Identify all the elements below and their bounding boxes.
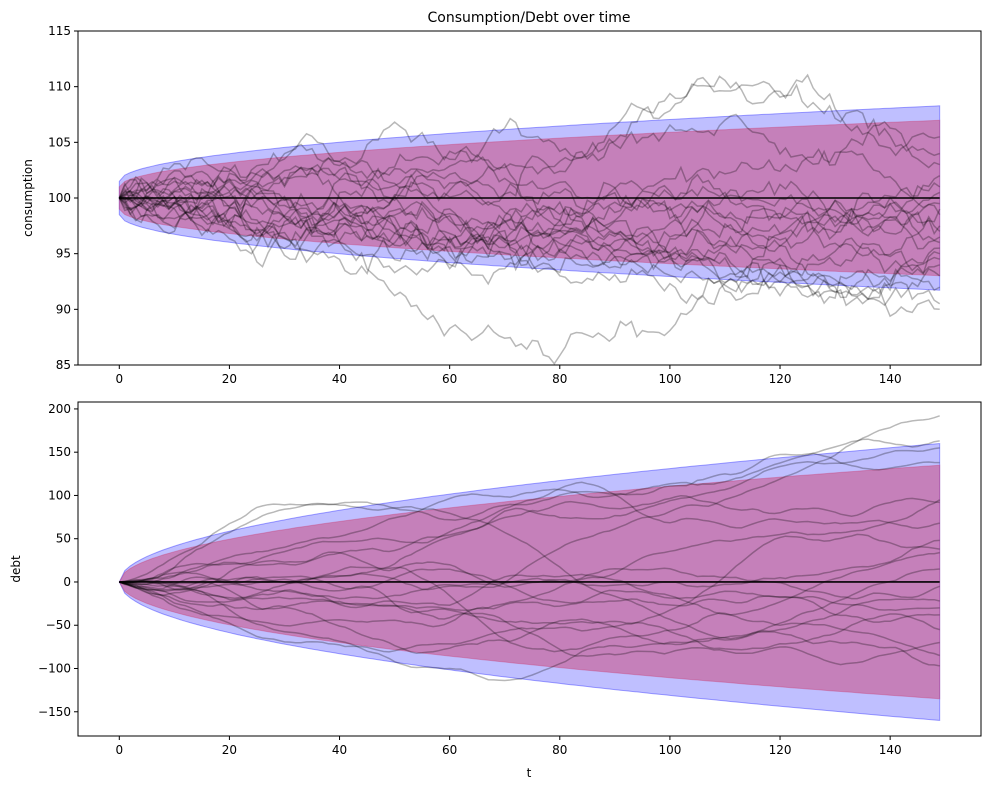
consumption-ticks: 0 20 40 60 80 100 120 140 85 90 95 100 105 110 115 xyxy=(48,24,902,386)
sample-path-16 xyxy=(118,187,940,275)
chart-title: Consumption/Debt over time xyxy=(428,10,631,26)
sample-path-16 xyxy=(119,581,940,666)
sample-path-3 xyxy=(119,452,940,583)
x-tick-label: 80 xyxy=(552,372,567,386)
sample-path-12 xyxy=(119,581,940,655)
sample-path-7 xyxy=(119,185,941,264)
sample-path-5 xyxy=(119,494,940,584)
sample-path-9 xyxy=(119,197,941,275)
y-tick-label: 90 xyxy=(56,302,71,316)
x-tick-label: 40 xyxy=(332,743,347,757)
sample-path-11 xyxy=(118,166,941,251)
sample-path-14 xyxy=(119,568,940,623)
y-tick-label: 100 xyxy=(48,488,71,502)
debt-y-axis-label: debt xyxy=(9,555,23,583)
y-tick-label: −100 xyxy=(38,662,71,676)
x-tick-label: 120 xyxy=(769,743,792,757)
sample-path-19 xyxy=(118,163,941,305)
x-tick-label: 140 xyxy=(879,743,902,757)
debt-panel: 0 20 40 60 80 100 120 140 −150 −100 −50 0 50 100 150 20… xyxy=(9,401,982,780)
sample-path-17 xyxy=(119,566,940,657)
y-tick-label: 110 xyxy=(48,80,71,94)
sample-path-12 xyxy=(119,192,940,284)
sample-path-18 xyxy=(118,197,941,365)
y-tick-label: 0 xyxy=(63,575,71,589)
y-tick-label: −50 xyxy=(46,618,71,632)
y-tick-label: 150 xyxy=(48,445,71,459)
consumption-y-axis-label: consumption xyxy=(21,159,35,237)
sample-path-4 xyxy=(118,181,941,272)
sample-path-13 xyxy=(118,189,940,291)
consumption-panel: 0 20 40 60 80 100 120 140 85 90 95 100 105 110 115 con… xyxy=(21,24,982,386)
x-tick-label: 100 xyxy=(658,743,681,757)
y-tick-label: 50 xyxy=(56,532,71,546)
y-tick-label: 200 xyxy=(48,402,71,416)
debt-ticks: 0 20 40 60 80 100 120 140 −150 −100 −50 0 50 100 150 20… xyxy=(38,402,902,757)
sample-path-8 xyxy=(119,194,941,280)
sample-path-5 xyxy=(119,121,941,226)
x-tick-label: 0 xyxy=(115,743,123,757)
x-tick-label: 80 xyxy=(552,743,567,757)
sample-path-11 xyxy=(119,551,940,600)
sample-path-18 xyxy=(119,579,940,682)
x-tick-label: 120 xyxy=(769,372,792,386)
x-tick-label: 20 xyxy=(222,743,237,757)
x-tick-label: 60 xyxy=(442,372,457,386)
sample-path-1 xyxy=(119,438,940,586)
sample-path-13 xyxy=(119,581,940,628)
sample-path-0 xyxy=(119,415,940,601)
sample-path-10 xyxy=(118,178,941,260)
x-tick-label: 60 xyxy=(442,743,457,757)
debt-plot-area xyxy=(118,415,941,721)
sample-path-0 xyxy=(118,73,940,199)
y-tick-label: 95 xyxy=(56,247,71,261)
sample-path-8 xyxy=(119,533,940,653)
sample-path-17 xyxy=(119,167,941,307)
debt-axes-frame xyxy=(77,401,982,737)
sample-path-9 xyxy=(119,551,940,616)
y-tick-label: 105 xyxy=(48,135,71,149)
sample-path-3 xyxy=(118,147,941,237)
sample-path-10 xyxy=(119,502,940,640)
x-tick-label: 20 xyxy=(222,372,237,386)
consumption-plot-area xyxy=(118,73,941,365)
y-tick-label: 115 xyxy=(48,24,71,38)
x-tick-label: 40 xyxy=(332,372,347,386)
x-tick-label: 140 xyxy=(879,372,902,386)
sample-path-2 xyxy=(119,113,940,217)
sample-path-20 xyxy=(118,179,940,318)
sample-path-4 xyxy=(118,499,941,611)
x-tick-label: 0 xyxy=(115,372,123,386)
y-tick-label: 85 xyxy=(56,358,71,372)
y-tick-label: −150 xyxy=(38,705,71,719)
y-tick-label: 100 xyxy=(48,191,71,205)
sample-path-14 xyxy=(118,165,940,301)
sample-path-2 xyxy=(119,447,940,583)
sample-path-6 xyxy=(118,157,940,250)
debt-x-axis-label: t xyxy=(527,766,532,780)
sample-path-7 xyxy=(119,539,940,600)
x-tick-label: 100 xyxy=(658,372,681,386)
sample-path-1 xyxy=(118,75,940,212)
sample-path-6 xyxy=(119,481,940,583)
sample-path-15 xyxy=(119,576,940,651)
